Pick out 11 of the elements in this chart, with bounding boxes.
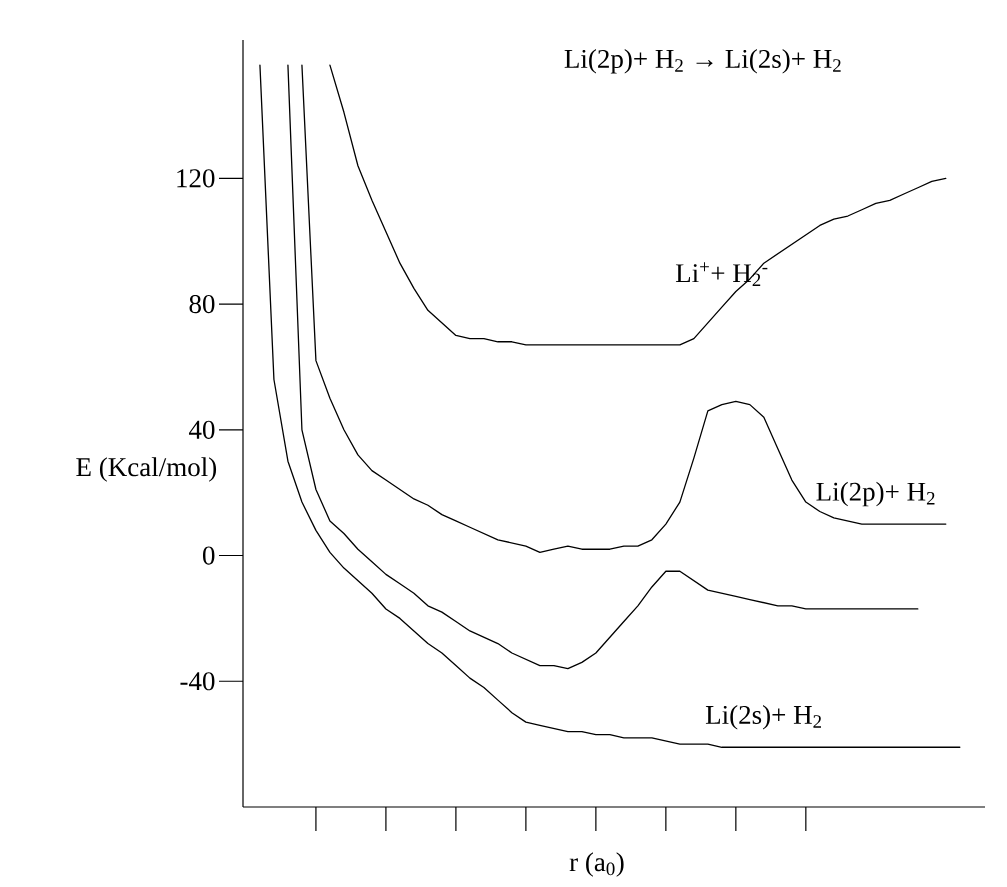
y-tick-label: -40	[180, 672, 215, 691]
y-tick-label: 0	[203, 546, 215, 565]
series-label: Li$^{+}$+ H$_{2}$-	[675, 262, 768, 287]
y-axis-title: E (Kcal/mol)	[76, 457, 217, 482]
series-label: Li(2p)+ H$_{2}$	[816, 481, 935, 507]
series-label: Li(2s)+ H$_{2}$	[705, 705, 822, 730]
chart-title: Li(2p)+ H$_{2}$ → Li(2s)+ H$_{2}$	[564, 49, 841, 74]
x-axis-title: r (a$_{0}$)	[569, 852, 624, 877]
y-tick-label: 120	[177, 169, 215, 188]
y-tick-label: 40	[189, 420, 215, 439]
y-tick-label: 80	[189, 294, 215, 314]
